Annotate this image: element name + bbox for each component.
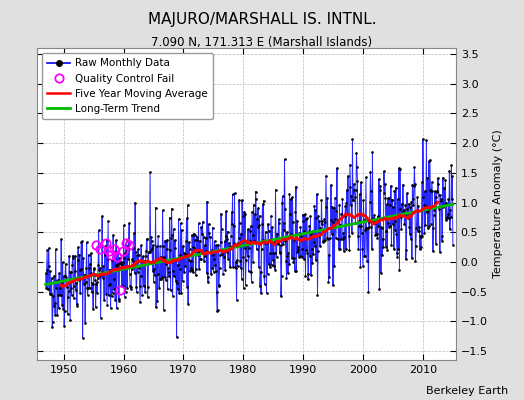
- Text: 7.090 N, 171.313 E (Marshall Islands): 7.090 N, 171.313 E (Marshall Islands): [151, 36, 373, 49]
- Legend: Raw Monthly Data, Quality Control Fail, Five Year Moving Average, Long-Term Tren: Raw Monthly Data, Quality Control Fail, …: [42, 53, 213, 119]
- Text: Berkeley Earth: Berkeley Earth: [426, 386, 508, 396]
- Text: MAJURO/MARSHALL IS. INTNL.: MAJURO/MARSHALL IS. INTNL.: [148, 12, 376, 27]
- Y-axis label: Temperature Anomaly (°C): Temperature Anomaly (°C): [493, 130, 503, 278]
